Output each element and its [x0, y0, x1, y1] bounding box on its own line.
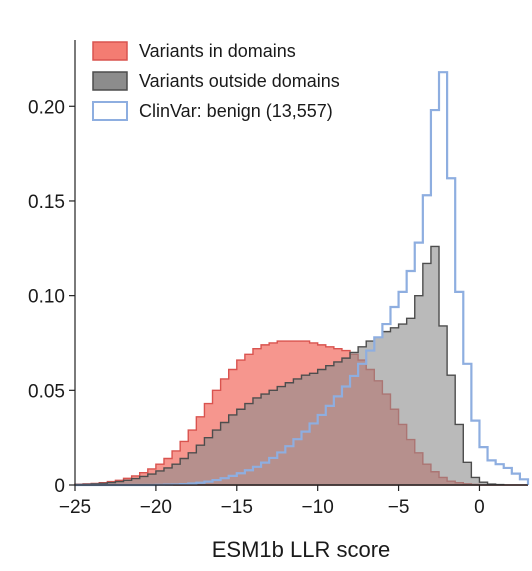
x-tick-label: −20	[140, 497, 172, 518]
y-tick-label: 0.20	[28, 97, 65, 118]
legend-label-in-domains: Variants in domains	[139, 41, 296, 61]
y-tick-label: 0.15	[28, 192, 65, 213]
y-tick-label: 0	[54, 476, 65, 497]
x-tick-label: −25	[59, 497, 91, 518]
series-clinvar-benign-13-557	[75, 71, 530, 487]
x-ticks: −25 −20 −15 −10 −5 0	[59, 485, 485, 518]
x-tick-label: −10	[302, 497, 334, 518]
legend-swatch-clinvar-benign	[92, 101, 128, 121]
plot-series	[74, 71, 530, 487]
x-tick-label: −5	[388, 497, 410, 518]
y-tick-label: 0.10	[28, 287, 65, 308]
legend: Variants in domains Variants outside dom…	[92, 41, 340, 121]
legend-swatch-outside-domains	[92, 71, 128, 91]
y-ticks: 0 0.05 0.10 0.15 0.20	[28, 97, 75, 497]
legend-label-clinvar-benign: ClinVar: benign (13,557)	[139, 101, 333, 121]
series-variants-outside-domains	[74, 245, 528, 486]
y-tick-label: 0.05	[28, 381, 65, 402]
x-axis-title: ESM1b LLR score	[212, 537, 391, 562]
x-tick-label: 0	[474, 497, 485, 518]
legend-label-outside-domains: Variants outside domains	[139, 71, 340, 91]
x-tick-label: −15	[221, 497, 253, 518]
legend-swatch-in-domains	[92, 41, 128, 61]
